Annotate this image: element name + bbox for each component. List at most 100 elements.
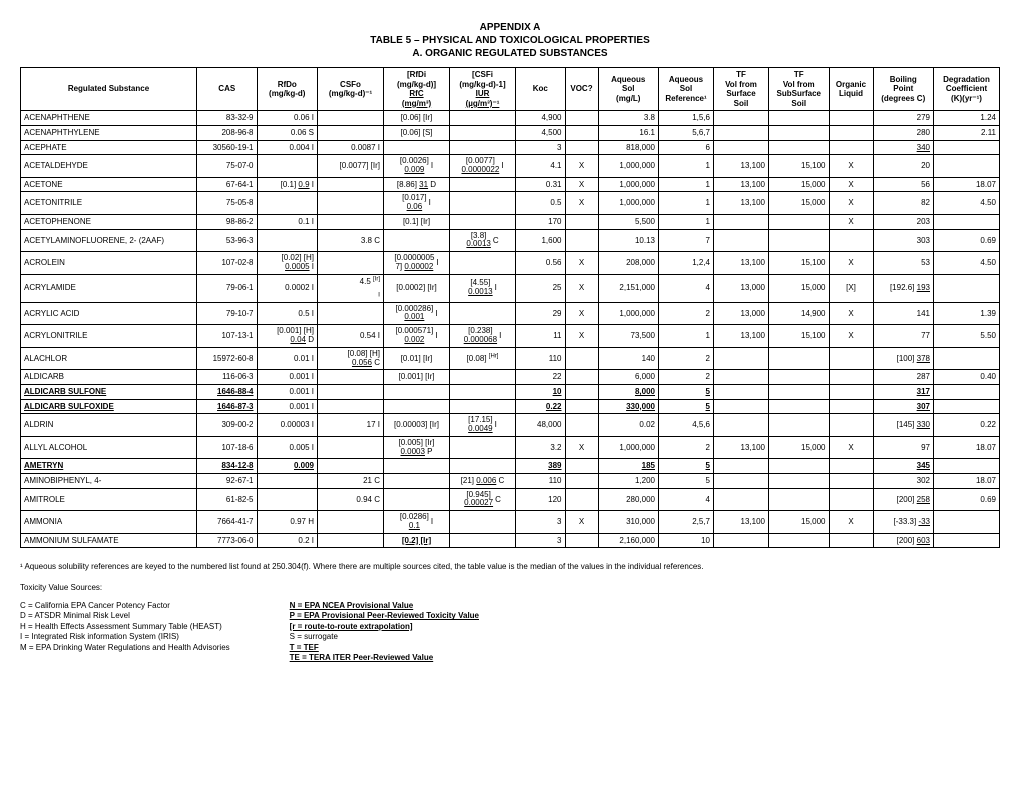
table-cell: [565, 125, 598, 140]
table-cell: 15,000: [769, 192, 830, 215]
table-row: ALDICARB116-06-30.001 I[0.001] [Ir]226,0…: [21, 370, 1000, 385]
table-cell: 0.22: [516, 399, 566, 414]
legend-item: C = California EPA Cancer Potency Factor: [20, 601, 230, 611]
table-cell: [257, 229, 318, 252]
table-cell: 15,000: [769, 177, 830, 192]
table-cell: ALLYL ALCOHOL: [21, 436, 197, 459]
legend-item: [r = route-to-route extrapolation]: [290, 622, 479, 632]
h-orgliq: OrganicLiquid: [829, 68, 873, 111]
table-cell: [714, 473, 769, 488]
table-row: AMINOBIPHENYL, 4-92-67-121 C[21] 0.006 C…: [21, 473, 1000, 488]
table-cell: [450, 399, 516, 414]
table-cell: 92-67-1: [197, 473, 258, 488]
table-cell: X: [829, 177, 873, 192]
table-cell: 56: [873, 177, 934, 192]
legend: C = California EPA Cancer Potency Factor…: [20, 601, 1000, 663]
table-cell: 2: [659, 436, 714, 459]
table-cell: 13,100: [714, 192, 769, 215]
table-cell: [0.00000057] 0.00002I: [384, 252, 450, 275]
table-cell: [714, 347, 769, 370]
table-cell: X: [565, 252, 598, 275]
table-row: AMITROLE61-82-50.94 C[0.945]0.00027C1202…: [21, 488, 1000, 511]
table-cell: [714, 414, 769, 437]
table-cell: [0.06] [Ir]: [384, 111, 450, 126]
table-cell: [384, 140, 450, 155]
table-cell: 280: [873, 125, 934, 140]
table-cell: 15,000: [769, 274, 830, 302]
table-cell: [0.001] [H]0.04 D: [257, 325, 318, 348]
table-cell: [318, 214, 384, 229]
table-row: ALACHLOR15972-60-80.01 I[0.08] [H]0.056 …: [21, 347, 1000, 370]
legend-item: S = surrogate: [290, 632, 479, 642]
table-cell: [934, 140, 1000, 155]
table-cell: [934, 533, 1000, 548]
table-cell: 10: [659, 533, 714, 548]
table-cell: [X]: [829, 274, 873, 302]
table-cell: 1,000,000: [598, 155, 659, 178]
table-cell: 0.69: [934, 488, 1000, 511]
table-cell: [0.06] [S]: [384, 125, 450, 140]
table-cell: [0.02] [H]0.0005 I: [257, 252, 318, 275]
table-cell: ALDICARB SULFONE: [21, 384, 197, 399]
table-cell: [714, 140, 769, 155]
table-cell: 0.01 I: [257, 347, 318, 370]
table-cell: 75-07-0: [197, 155, 258, 178]
legend-item: M = EPA Drinking Water Regulations and H…: [20, 643, 230, 653]
table-cell: 110: [516, 473, 566, 488]
table-cell: [829, 229, 873, 252]
table-cell: [100] 378: [873, 347, 934, 370]
h-koc: Koc: [516, 68, 566, 111]
legend-item: I = Integrated Risk information System (…: [20, 632, 230, 642]
table-cell: 1: [659, 325, 714, 348]
table-cell: X: [565, 274, 598, 302]
table-cell: 107-18-6: [197, 436, 258, 459]
table-cell: [829, 370, 873, 385]
table-cell: 2,5,7: [659, 511, 714, 534]
table-cell: 0.1 I: [257, 214, 318, 229]
table-cell: ACRYLAMIDE: [21, 274, 197, 302]
table-cell: [714, 399, 769, 414]
table-cell: 73,500: [598, 325, 659, 348]
table-cell: 1: [659, 155, 714, 178]
h-cas: CAS: [197, 68, 258, 111]
table-cell: ACRYLONITRILE: [21, 325, 197, 348]
table-cell: [450, 140, 516, 155]
table-cell: [714, 111, 769, 126]
table-cell: [0.1] 0.9 I: [257, 177, 318, 192]
table-cell: X: [565, 302, 598, 325]
table-row: ACETONITRILE75-05-8[0.017]0.06I0.5X1,000…: [21, 192, 1000, 215]
table-cell: 1: [659, 214, 714, 229]
table-cell: [829, 140, 873, 155]
table-cell: X: [565, 177, 598, 192]
table-cell: [565, 459, 598, 474]
table-cell: X: [829, 252, 873, 275]
table-cell: [829, 533, 873, 548]
table-cell: 25: [516, 274, 566, 302]
table-cell: [450, 252, 516, 275]
table-cell: 309-00-2: [197, 414, 258, 437]
table-cell: 0.06 S: [257, 125, 318, 140]
table-cell: 82: [873, 192, 934, 215]
table-cell: 303: [873, 229, 934, 252]
table-cell: ACETALDEHYDE: [21, 155, 197, 178]
table-cell: 15972-60-8: [197, 347, 258, 370]
table-cell: 3: [516, 511, 566, 534]
h-deg: DegradationCoefficient(K)(yr⁻¹): [934, 68, 1000, 111]
table-cell: [450, 214, 516, 229]
table-cell: [934, 459, 1000, 474]
table-cell: X: [565, 192, 598, 215]
table-cell: ACENAPHTHENE: [21, 111, 197, 126]
table-cell: 11: [516, 325, 566, 348]
table-cell: X: [565, 155, 598, 178]
table-cell: [565, 414, 598, 437]
table-cell: 3: [516, 140, 566, 155]
table-cell: 1,5,6: [659, 111, 714, 126]
table-cell: X: [829, 325, 873, 348]
table-cell: [318, 370, 384, 385]
footnotes: ¹ Aqueous solubility references are keye…: [20, 562, 1000, 663]
table-cell: ALDICARB: [21, 370, 197, 385]
table-cell: ACROLEIN: [21, 252, 197, 275]
table-cell: 13,100: [714, 325, 769, 348]
table-cell: 140: [598, 347, 659, 370]
table-row: ACETALDEHYDE75-07-0[0.0077] [Ir][0.0026]…: [21, 155, 1000, 178]
